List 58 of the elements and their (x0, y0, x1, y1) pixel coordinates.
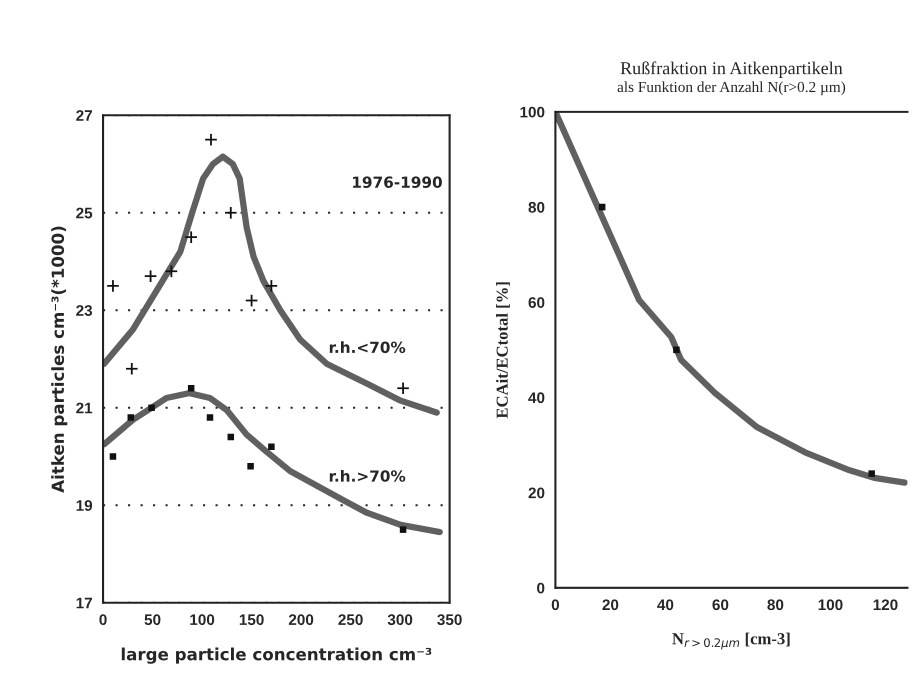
x-tick-label: 0 (99, 614, 107, 626)
point (148, 404, 155, 412)
x-tick-label: 80 (767, 599, 784, 610)
y-tick-label: 17 (76, 598, 92, 608)
y-tick-label: 0 (537, 582, 544, 594)
point (673, 346, 680, 354)
y-axis-title: Aitken particles cm⁻³(*1000) (51, 226, 68, 493)
point (128, 414, 134, 421)
x-tick-label: 100 (190, 614, 214, 626)
x-tick-label: 0 (552, 599, 560, 610)
point (400, 526, 406, 533)
y-tick-label: 23 (76, 305, 92, 316)
x-tick-label: 20 (602, 599, 618, 610)
chart-subtitle: als Funktion der Anzahl N(r>0.2 µm) (618, 81, 846, 96)
point (868, 470, 875, 477)
series-label: r.h.>70% (330, 470, 406, 482)
point (228, 434, 234, 440)
point (144, 269, 158, 283)
point (268, 443, 275, 450)
x-tick-label: 200 (288, 614, 314, 626)
point (184, 230, 198, 244)
point (106, 279, 120, 293)
point (224, 206, 238, 220)
x-tick-label: 100 (818, 599, 843, 610)
y-tick-label: 40 (528, 392, 544, 404)
point (247, 462, 254, 470)
point (598, 204, 606, 210)
y-tick-label: 21 (76, 402, 92, 414)
point (244, 294, 258, 308)
x-axis-title: N$_{r>0.2µm}$ [cm-3] (672, 632, 790, 650)
point (125, 362, 138, 376)
y-tick-label: 100 (520, 106, 544, 118)
series-label: r.h.<70% (330, 341, 406, 354)
x-tick-label: 350 (437, 614, 462, 626)
point (164, 264, 178, 278)
x-axis-title: large particle concentration cm⁻³ (122, 648, 432, 664)
y-tick-label: 20 (528, 488, 544, 498)
x-tick-label: 40 (657, 599, 674, 610)
y-tick-label: 60 (528, 297, 544, 308)
point (264, 279, 278, 293)
point (188, 384, 194, 392)
point (206, 414, 214, 421)
x-tick-label: 60 (712, 599, 728, 610)
y-tick-label: 27 (76, 110, 92, 121)
y-tick-label: 25 (76, 208, 92, 218)
x-tick-label: 300 (388, 614, 412, 626)
point (110, 453, 116, 460)
x-tick-label: 150 (240, 614, 264, 626)
y-tick-label: 80 (528, 202, 544, 213)
x-tick-label: 250 (338, 614, 363, 626)
x-tick-label: 120 (874, 599, 898, 610)
annotation: 1976-1990 (353, 176, 442, 188)
y-tick-label: 19 (76, 500, 92, 511)
y-axis-title: ECAit/ECtotal [%] (496, 282, 510, 418)
point (396, 382, 410, 395)
x-tick-label: 50 (144, 614, 160, 626)
chart-title: Rußfraktion in Aitkenpartikeln (620, 61, 842, 78)
point (204, 132, 218, 146)
